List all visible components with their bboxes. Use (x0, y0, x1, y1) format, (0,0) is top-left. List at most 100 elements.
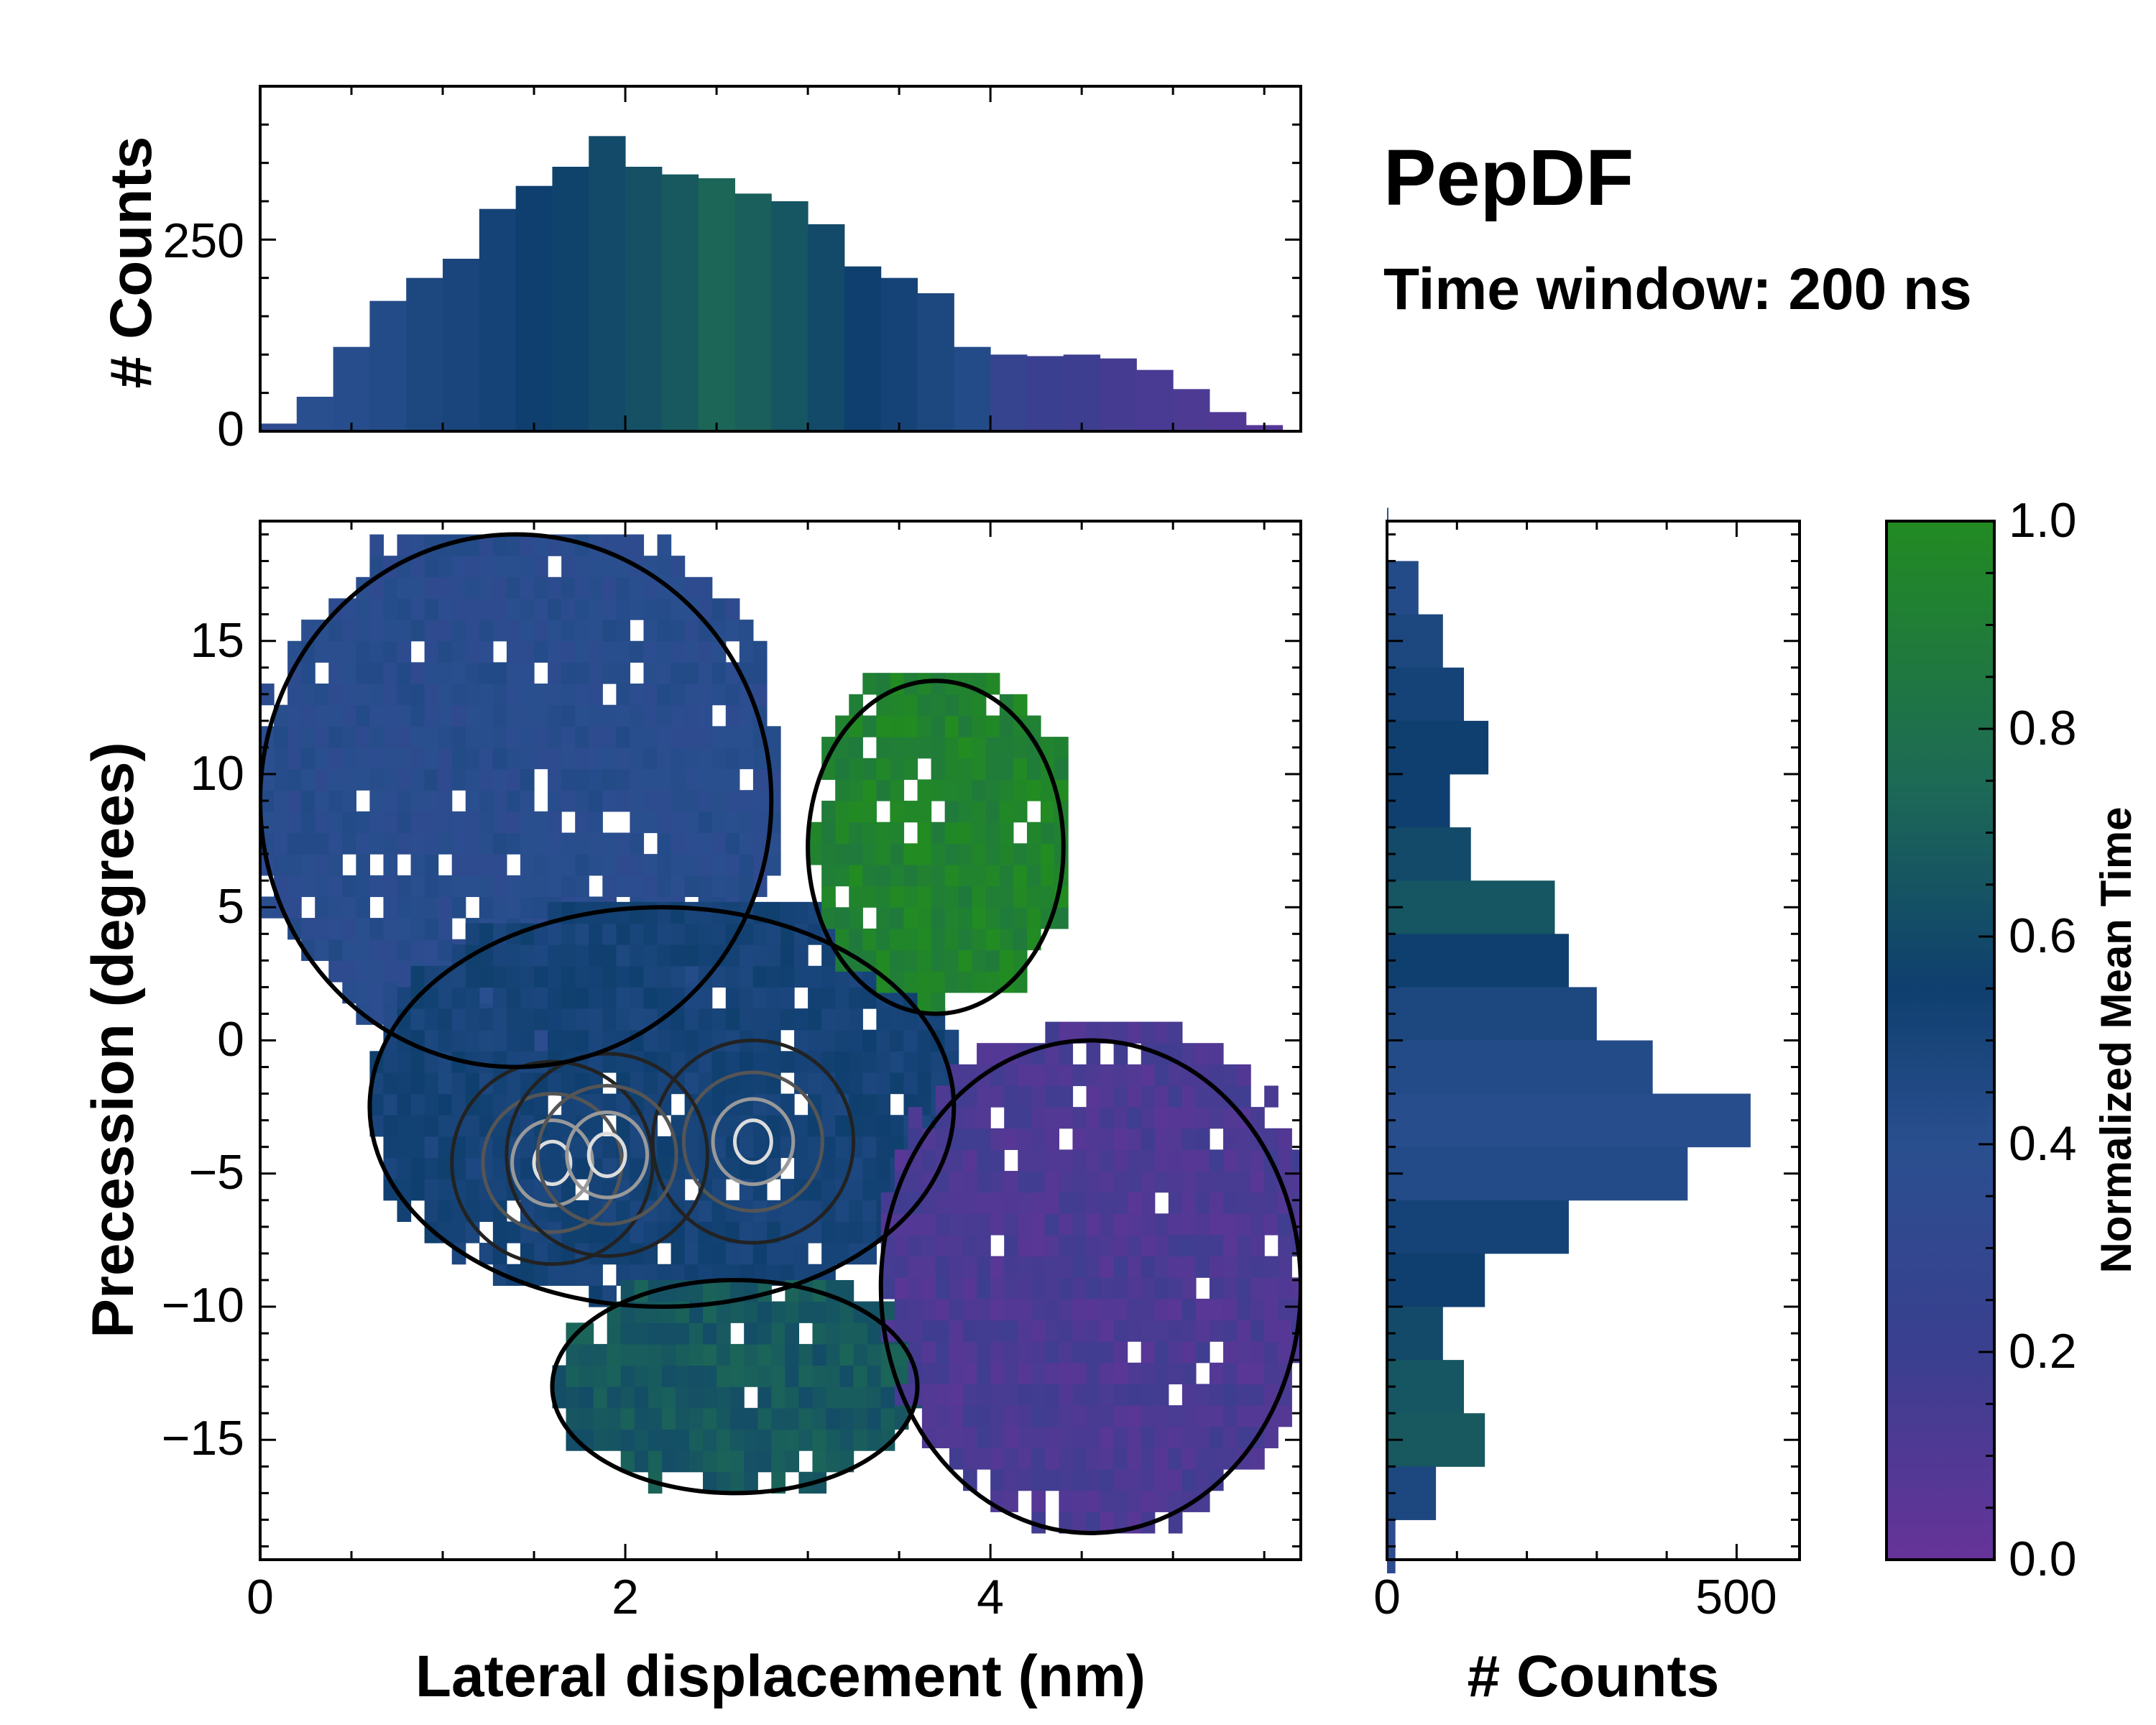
heatmap-cell (862, 1115, 877, 1137)
heatmap-cell (342, 918, 356, 940)
heatmap-cell (356, 598, 371, 620)
heatmap-cell (972, 864, 987, 887)
heatmap-cell (1041, 801, 1055, 823)
heatmap-cell (630, 854, 645, 876)
heatmap-cell (1045, 1085, 1060, 1108)
heatmap-cell (990, 1469, 1005, 1491)
heatmap-cell (287, 747, 302, 770)
top-bar (369, 300, 407, 431)
heatmap-cell (1086, 1469, 1101, 1491)
heatmap-cell (1086, 1213, 1101, 1236)
heatmap-cell (903, 801, 918, 823)
heatmap-cell (602, 965, 617, 988)
heatmap-cell (602, 832, 617, 855)
heatmap-cell (990, 1213, 1005, 1236)
heatmap-cell (671, 1051, 686, 1073)
heatmap-cell (648, 1365, 663, 1387)
heatmap-cell (356, 620, 371, 642)
heatmap-cell (1223, 1107, 1238, 1129)
heatmap-cell (602, 1051, 617, 1073)
heatmap-cell (944, 801, 959, 823)
heatmap-cell (935, 1320, 950, 1342)
heatmap-cell (698, 747, 713, 770)
main-xtick-0: 0 (247, 1570, 274, 1624)
heatmap-cell (739, 811, 754, 834)
heatmap-cell (703, 1343, 717, 1366)
heatmap-cell (520, 640, 535, 663)
heatmap-cell (780, 1008, 795, 1031)
heatmap-cell (890, 779, 905, 801)
heatmap-cell (1181, 1256, 1197, 1278)
heatmap-cell (397, 1136, 412, 1159)
heatmap-cell (739, 1072, 754, 1095)
heatmap-cell (1141, 1448, 1156, 1470)
heatmap-cell (821, 864, 836, 887)
heatmap-cell (985, 715, 1000, 737)
heatmap-cell (383, 598, 398, 620)
heatmap-cell (671, 811, 686, 834)
heatmap-cell (616, 1115, 631, 1137)
heatmap-cell (839, 1279, 854, 1302)
heatmap-cell (671, 832, 686, 855)
heatmap-cell (630, 576, 645, 599)
heatmap-cell (684, 1221, 699, 1243)
heatmap-cell (963, 1320, 977, 1342)
heatmap-cell (835, 1200, 849, 1223)
heatmap-cell (1168, 1213, 1183, 1236)
heatmap-cell (684, 620, 699, 642)
heatmap-cell (438, 1179, 453, 1201)
heatmap-cell (657, 598, 672, 620)
heatmap-cell (369, 726, 384, 748)
right-xtick-0: 0 (1373, 1570, 1401, 1624)
heatmap-cell (561, 790, 576, 812)
heatmap-cell (356, 640, 371, 663)
heatmap-cell (963, 1298, 977, 1321)
heatmap-cell (1237, 1085, 1251, 1108)
heatmap-cell (931, 694, 946, 717)
heatmap-cell (1041, 822, 1055, 844)
heatmap-cell (1127, 1469, 1142, 1491)
heatmap-cell (921, 1234, 936, 1257)
heatmap-cell (1013, 843, 1028, 865)
heatmap-cell (561, 620, 576, 642)
top-bar (1063, 354, 1101, 431)
heatmap-cell (630, 640, 645, 663)
heatmap-cell (1209, 1192, 1224, 1214)
heatmap-cell (717, 1429, 731, 1451)
heatmap-cell (949, 1149, 964, 1172)
heatmap-cell (315, 811, 329, 834)
heatmap-cell (821, 801, 836, 823)
heatmap-cell (520, 1029, 535, 1052)
heatmap-cell (1195, 1426, 1210, 1448)
heatmap-cell (657, 684, 672, 706)
heatmap-cell (1031, 1298, 1046, 1321)
heatmap-cell (661, 1407, 676, 1430)
heatmap-cell (1072, 1469, 1087, 1491)
heatmap-cell (506, 556, 521, 578)
heatmap-cell (958, 694, 973, 717)
heatmap-cell (1086, 1256, 1101, 1278)
heatmap-cell (630, 987, 645, 1009)
heatmap-cell (958, 907, 973, 929)
top-bar (880, 277, 918, 431)
right-bar (1387, 934, 1569, 988)
heatmap-cell (634, 1343, 649, 1366)
heatmap-cell (589, 662, 603, 684)
heatmap-cell (684, 923, 699, 945)
heatmap-cell (808, 1029, 822, 1052)
heatmap-cell (1127, 1107, 1142, 1129)
heatmap-cell (589, 1264, 603, 1286)
heatmap-cell (821, 1115, 836, 1137)
heatmap-cell (675, 1386, 690, 1409)
heatmap-cell (1086, 1085, 1101, 1108)
heatmap-cell (1072, 1234, 1087, 1257)
top-bar (260, 423, 298, 431)
heatmap-cell (616, 598, 631, 620)
heatmap-cell (935, 1405, 950, 1427)
heatmap-cell (301, 918, 315, 940)
heatmap-cell (766, 1243, 781, 1265)
heatmap-cell (465, 556, 480, 578)
heatmap-cell (1168, 1490, 1183, 1512)
heatmap-cell (1141, 1341, 1156, 1363)
heatmap-cell (397, 598, 412, 620)
